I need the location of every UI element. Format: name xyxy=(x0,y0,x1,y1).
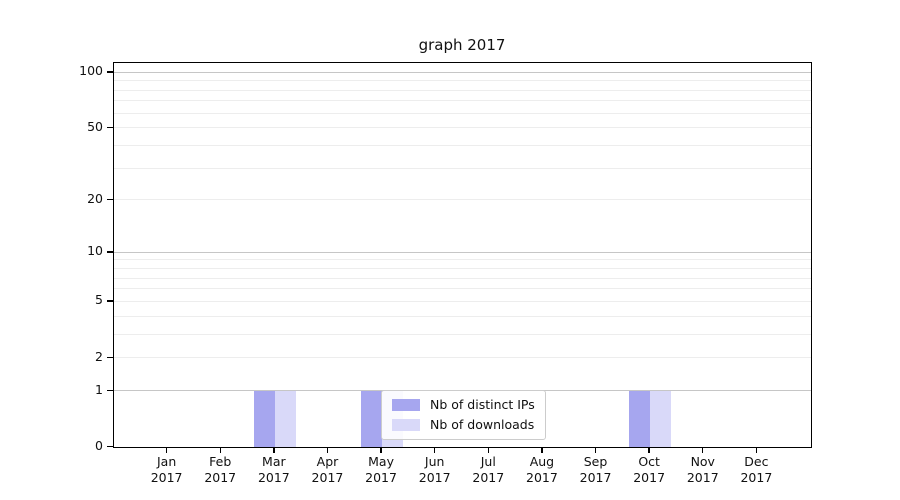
x-tick-jun xyxy=(433,447,436,453)
x-tick-label-oct: Oct 2017 xyxy=(617,454,681,486)
y-tick-5 xyxy=(107,300,113,302)
x-tick-year-oct: 2017 xyxy=(633,470,666,485)
legend-label-distinct-ips: Nb of distinct IPs xyxy=(430,397,535,412)
legend-item-downloads: Nb of downloads xyxy=(392,418,535,432)
y-tick-10 xyxy=(107,251,113,253)
x-tick-year-dec: 2017 xyxy=(740,470,773,485)
x-tick-mar xyxy=(273,447,275,453)
x-tick-label-feb: Feb 2017 xyxy=(188,454,252,486)
x-tick-label-jun: Jun 2017 xyxy=(403,454,467,486)
y-tick-2 xyxy=(107,356,113,359)
gridline-y-90 xyxy=(114,80,811,82)
y-tick-label-1: 1 xyxy=(95,381,103,397)
gridline-y-100 xyxy=(114,71,811,73)
gridline-y-20 xyxy=(114,199,811,201)
gridline-y-4 xyxy=(114,315,811,317)
gridline-y-40 xyxy=(114,144,811,146)
x-tick-label-jan: Jan 2017 xyxy=(135,454,199,486)
gridline-y-10 xyxy=(114,251,811,253)
x-tick-label-nov: Nov 2017 xyxy=(671,454,735,486)
y-tick-100 xyxy=(107,71,113,73)
x-tick-label-jul: Jul 2017 xyxy=(456,454,520,486)
x-tick-label-aug: Aug 2017 xyxy=(510,454,574,486)
y-tick-label-2: 2 xyxy=(95,348,103,364)
x-tick-jan xyxy=(165,447,168,453)
gridline-y-50 xyxy=(114,127,811,129)
legend: Nb of distinct IPs Nb of downloads xyxy=(381,390,546,440)
x-tick-year-jan: 2017 xyxy=(150,470,183,485)
chart-title: graph 2017 xyxy=(418,36,506,54)
x-tick-year-may: 2017 xyxy=(365,470,397,485)
plot-area: Nb of distinct IPs Nb of downloads xyxy=(113,62,812,448)
x-tick-may xyxy=(380,447,382,453)
y-tick-20 xyxy=(107,198,113,201)
legend-label-downloads: Nb of downloads xyxy=(430,417,535,432)
x-tick-feb xyxy=(219,447,221,453)
x-tick-year-jun: 2017 xyxy=(418,470,451,485)
x-tick-nov xyxy=(702,447,704,453)
x-tick-year-nov: 2017 xyxy=(686,470,719,485)
y-tick-label-10: 10 xyxy=(87,243,103,259)
gridline-y-7 xyxy=(114,277,811,279)
y-tick-0 xyxy=(107,446,113,448)
bar-oct-s0 xyxy=(629,390,651,447)
bar-mar-s0 xyxy=(253,390,275,447)
x-tick-year-mar: 2017 xyxy=(257,470,290,485)
x-tick-year-aug: 2017 xyxy=(526,470,558,485)
x-tick-year-feb: 2017 xyxy=(204,470,237,485)
x-tick-apr xyxy=(326,447,329,453)
gridline-y-2 xyxy=(114,357,811,359)
legend-swatch-distinct-ips xyxy=(392,399,420,411)
x-tick-dec xyxy=(755,447,758,453)
legend-swatch-downloads xyxy=(392,419,420,431)
gridline-y-70 xyxy=(114,100,811,102)
y-tick-label-5: 5 xyxy=(95,292,103,308)
x-tick-oct xyxy=(648,447,650,453)
y-tick-label-100: 100 xyxy=(79,63,103,79)
bar-may-s0 xyxy=(361,390,383,447)
y-tick-label-50: 50 xyxy=(87,118,103,134)
x-tick-year-apr: 2017 xyxy=(311,470,344,485)
x-tick-jul xyxy=(487,447,489,453)
y-tick-label-20: 20 xyxy=(87,190,103,206)
gridline-y-6 xyxy=(114,288,811,290)
x-tick-label-mar: Mar 2017 xyxy=(242,454,306,486)
x-tick-aug xyxy=(541,447,543,453)
gridline-y-60 xyxy=(114,112,811,114)
x-tick-year-jul: 2017 xyxy=(472,470,505,485)
y-tick-50 xyxy=(107,126,113,128)
bar-oct-s1 xyxy=(650,390,672,447)
x-tick-label-apr: Apr 2017 xyxy=(295,454,359,486)
gridline-y-9 xyxy=(114,259,811,261)
legend-item-distinct-ips: Nb of distinct IPs xyxy=(392,398,535,412)
x-tick-label-may: May 2017 xyxy=(349,454,413,486)
x-tick-label-sep: Sep 2017 xyxy=(564,454,628,486)
gridline-y-30 xyxy=(114,167,811,169)
x-tick-label-dec: Dec 2017 xyxy=(724,454,788,486)
y-tick-1 xyxy=(107,389,113,392)
y-tick-label-0: 0 xyxy=(95,438,103,453)
gridline-y-3 xyxy=(114,333,811,335)
x-tick-sep xyxy=(594,447,597,453)
x-tick-year-sep: 2017 xyxy=(579,470,612,485)
gridline-y-8 xyxy=(114,268,811,270)
gridline-y-80 xyxy=(114,89,811,91)
gridline-y-5 xyxy=(114,300,811,302)
bar-mar-s1 xyxy=(274,390,296,447)
